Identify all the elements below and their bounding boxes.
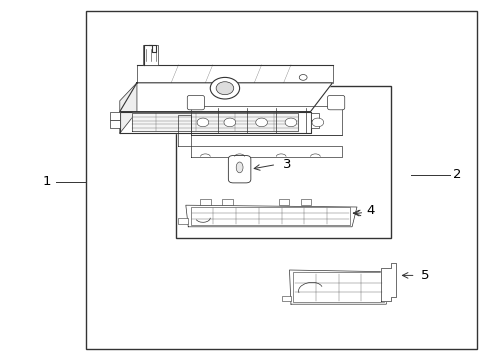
Ellipse shape — [236, 162, 243, 173]
Bar — [222, 199, 233, 205]
Polygon shape — [289, 270, 389, 304]
Circle shape — [299, 75, 306, 80]
Text: 5: 5 — [420, 269, 428, 282]
Polygon shape — [132, 113, 298, 131]
FancyBboxPatch shape — [327, 95, 344, 110]
Polygon shape — [185, 205, 356, 227]
Polygon shape — [120, 83, 332, 112]
Text: 3: 3 — [282, 158, 290, 171]
Bar — [85, 11, 476, 349]
Bar — [278, 199, 289, 205]
Bar — [176, 86, 390, 238]
Circle shape — [285, 118, 296, 127]
Polygon shape — [178, 115, 190, 146]
Polygon shape — [381, 263, 395, 301]
Text: 4: 4 — [366, 204, 374, 217]
Circle shape — [311, 118, 323, 127]
Bar — [300, 199, 311, 205]
Circle shape — [255, 118, 267, 127]
Circle shape — [197, 118, 208, 127]
Bar — [110, 112, 120, 120]
Bar — [310, 113, 319, 120]
Polygon shape — [190, 146, 342, 157]
Bar — [110, 120, 120, 128]
Polygon shape — [190, 106, 342, 135]
Bar — [178, 218, 188, 224]
FancyBboxPatch shape — [187, 95, 204, 110]
Bar — [310, 121, 319, 128]
Bar — [282, 296, 290, 301]
Bar — [190, 207, 349, 225]
Text: 2: 2 — [452, 168, 461, 181]
Circle shape — [216, 82, 233, 95]
Polygon shape — [120, 112, 310, 133]
Circle shape — [224, 118, 235, 127]
Bar — [143, 45, 158, 65]
Polygon shape — [120, 83, 137, 133]
Bar — [200, 199, 211, 205]
FancyBboxPatch shape — [228, 156, 250, 183]
Circle shape — [210, 77, 239, 99]
Text: 1: 1 — [42, 175, 51, 188]
Bar — [293, 272, 383, 302]
